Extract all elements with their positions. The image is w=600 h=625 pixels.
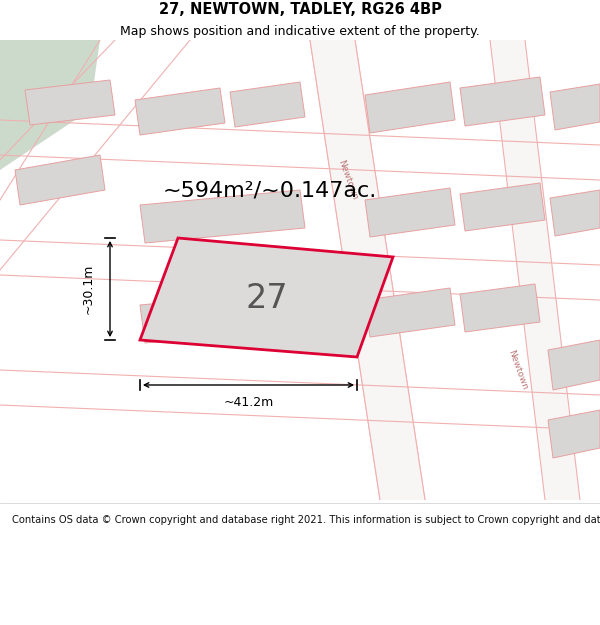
Polygon shape xyxy=(0,40,100,170)
Text: Newtown: Newtown xyxy=(337,159,359,201)
Text: ~594m²/~0.147ac.: ~594m²/~0.147ac. xyxy=(163,180,377,200)
Polygon shape xyxy=(550,84,600,130)
Polygon shape xyxy=(0,40,85,170)
Polygon shape xyxy=(460,284,540,332)
Polygon shape xyxy=(25,80,115,125)
Polygon shape xyxy=(135,88,225,135)
Polygon shape xyxy=(548,340,600,390)
Text: Contains OS data © Crown copyright and database right 2021. This information is : Contains OS data © Crown copyright and d… xyxy=(12,515,600,525)
Text: ~30.1m: ~30.1m xyxy=(82,264,95,314)
Text: Newtown: Newtown xyxy=(506,349,529,391)
Polygon shape xyxy=(460,77,545,126)
Polygon shape xyxy=(140,238,393,357)
Polygon shape xyxy=(140,290,305,343)
Polygon shape xyxy=(330,40,425,500)
Polygon shape xyxy=(310,40,425,500)
Polygon shape xyxy=(365,82,455,133)
Polygon shape xyxy=(365,288,455,337)
Polygon shape xyxy=(15,155,105,205)
Text: 27: 27 xyxy=(245,281,289,314)
Polygon shape xyxy=(230,82,305,127)
Polygon shape xyxy=(310,40,400,500)
Polygon shape xyxy=(548,410,600,458)
Text: Map shows position and indicative extent of the property.: Map shows position and indicative extent… xyxy=(120,26,480,39)
Polygon shape xyxy=(490,40,580,500)
Text: ~41.2m: ~41.2m xyxy=(223,396,274,409)
Polygon shape xyxy=(550,190,600,236)
Polygon shape xyxy=(365,188,455,237)
Text: 27, NEWTOWN, TADLEY, RG26 4BP: 27, NEWTOWN, TADLEY, RG26 4BP xyxy=(158,2,442,18)
Polygon shape xyxy=(140,190,305,243)
Polygon shape xyxy=(460,183,545,231)
